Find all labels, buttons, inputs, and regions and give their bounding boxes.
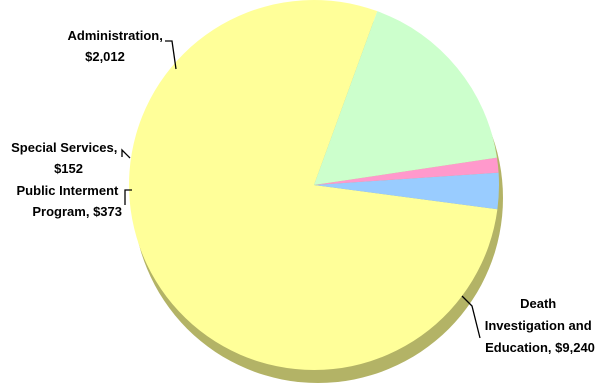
leader-line-special-services [121,148,131,159]
leader-line-administration [165,40,177,70]
slice-label-public-interment: Public Interment Program, $373 [17,183,122,219]
slice-label-administration: Administration, $2,012 [68,28,167,64]
pie-slice-public-interment-program [314,172,499,210]
slice-label-special-services: Special Services, $152 [11,140,121,176]
pie-slices [129,0,499,371]
slice-label-death-investigation: Death Investigation and Education, $9,24… [485,296,596,355]
pie-slice-death-investigation-and-education [129,0,498,371]
leader-line-public-interment [124,189,132,205]
pie-slice-special-services [314,157,499,185]
pie-slice-administration [314,11,497,185]
leader-line-death-investigation [461,295,481,339]
leader-lines [121,40,481,339]
